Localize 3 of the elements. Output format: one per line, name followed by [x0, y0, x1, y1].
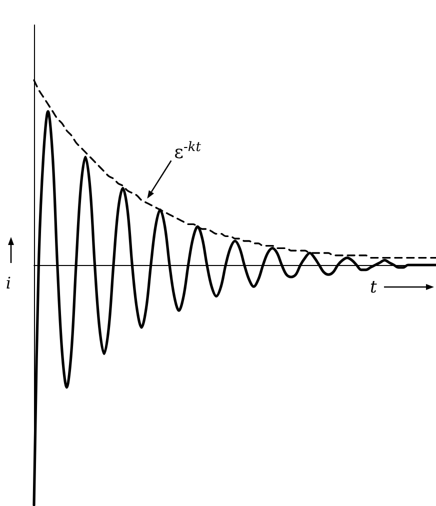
text: ε$^{-kt}$ — [174, 140, 201, 163]
x-axis-title: t — [370, 278, 377, 298]
y-axis-title: i — [6, 274, 11, 292]
